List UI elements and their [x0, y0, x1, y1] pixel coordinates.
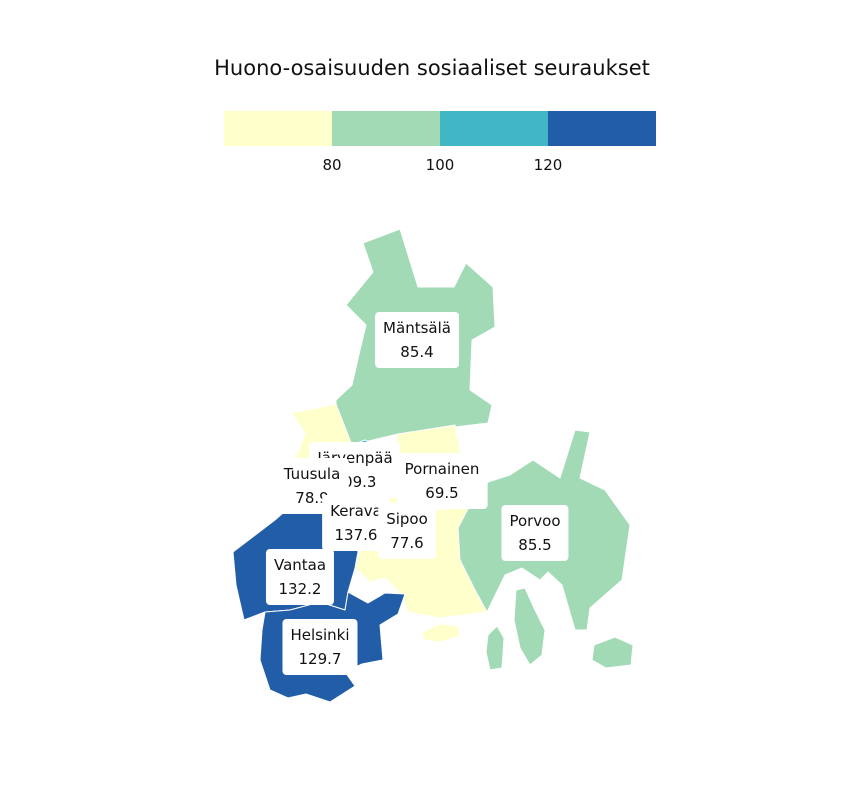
legend-tick-80: 80 [322, 156, 342, 174]
label-mantsala-value: 85.4 [400, 343, 434, 361]
region-porvoo-island-2 [485, 625, 505, 671]
label-pornainen-value: 69.5 [425, 484, 459, 502]
label-tuusula-name: Tuusula [283, 465, 341, 483]
label-sipoo-value: 77.6 [390, 534, 424, 552]
label-kerava-name: Kerava [330, 502, 382, 520]
label-pornainen-name: Pornainen [404, 460, 480, 478]
label-mantsala-name: Mäntsälä [383, 319, 451, 337]
legend-swatch-2 [332, 111, 440, 146]
legend-swatch-1 [224, 111, 332, 146]
label-helsinki-name: Helsinki [290, 626, 350, 644]
region-sipoo-island [421, 623, 461, 643]
label-helsinki-value: 129.7 [298, 650, 342, 668]
label-pornainen: Pornainen 69.5 [396, 453, 488, 509]
color-legend [224, 111, 656, 146]
label-kerava-value: 137.6 [334, 526, 378, 544]
label-porvoo: Porvoo 85.5 [501, 505, 569, 561]
region-porvoo-island-1 [513, 587, 546, 666]
region-porvoo-island-3 [591, 636, 634, 669]
label-helsinki: Helsinki 129.7 [282, 619, 358, 675]
label-vantaa-value: 132.2 [278, 580, 322, 598]
label-vantaa-name: Vantaa [273, 556, 327, 574]
label-sipoo: Sipoo 77.6 [378, 503, 436, 559]
legend-tick-120: 120 [533, 156, 563, 174]
legend-swatch-4 [548, 111, 656, 146]
legend-swatch-3 [440, 111, 548, 146]
label-porvoo-value: 85.5 [518, 536, 552, 554]
label-mantsala: Mäntsälä 85.4 [375, 312, 459, 368]
label-sipoo-name: Sipoo [386, 510, 428, 528]
map-title: Huono-osaisuuden sosiaaliset seuraukset [214, 56, 650, 80]
label-porvoo-name: Porvoo [509, 512, 561, 530]
legend-tick-100: 100 [425, 156, 455, 174]
label-tuusula-value: 78.9 [295, 489, 329, 507]
label-vantaa: Vantaa 132.2 [265, 549, 335, 605]
